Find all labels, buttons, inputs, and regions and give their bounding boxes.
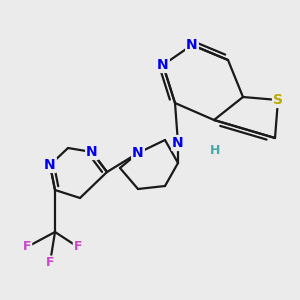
Text: N: N	[44, 158, 56, 172]
Text: F: F	[46, 256, 54, 269]
Text: F: F	[23, 241, 31, 254]
Text: F: F	[74, 241, 82, 254]
Text: H: H	[210, 143, 220, 157]
Text: N: N	[132, 146, 144, 160]
Text: N: N	[157, 58, 169, 72]
Text: N: N	[172, 136, 184, 150]
Text: N: N	[186, 38, 198, 52]
Text: S: S	[273, 93, 283, 107]
Text: N: N	[86, 145, 98, 159]
